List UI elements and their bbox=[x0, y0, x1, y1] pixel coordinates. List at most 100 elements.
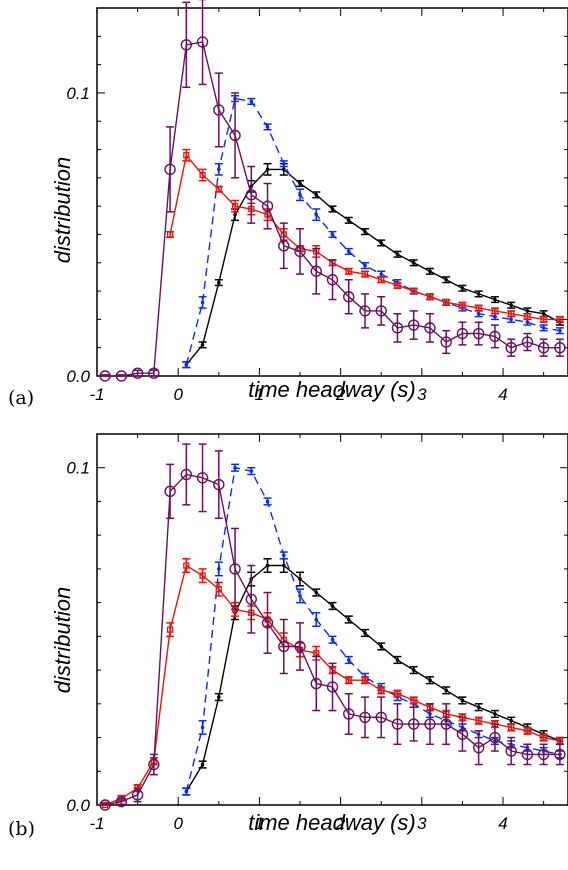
data-point bbox=[326, 274, 339, 286]
data-point bbox=[460, 286, 465, 291]
error-bar bbox=[377, 295, 386, 326]
series-line bbox=[185, 466, 561, 792]
error-bar bbox=[149, 369, 158, 377]
data-point bbox=[231, 203, 239, 210]
series-line bbox=[185, 168, 561, 366]
error-bar bbox=[198, 168, 207, 182]
data-point bbox=[394, 282, 401, 289]
data-point bbox=[278, 640, 290, 653]
data-point bbox=[509, 303, 513, 308]
error-bar bbox=[360, 696, 369, 739]
data-point bbox=[330, 207, 335, 211]
data-point bbox=[394, 690, 401, 697]
x-tick-label: 0 bbox=[173, 385, 183, 404]
data-point bbox=[148, 758, 160, 771]
error-bar bbox=[214, 581, 223, 597]
error-bar bbox=[182, 558, 191, 574]
y-tick-labels-b: 0.0 0.1 bbox=[66, 459, 90, 815]
data-point bbox=[509, 317, 513, 322]
data-point bbox=[245, 593, 257, 605]
y-tick-label: 0.1 bbox=[66, 459, 90, 478]
data-point bbox=[310, 677, 322, 690]
data-point bbox=[200, 762, 205, 767]
error-bar bbox=[198, 443, 207, 513]
panel-a: -1 0 1 2 3 4 0.0 0.1 time headway (s) di… bbox=[8, 0, 568, 409]
y-axis-label-b: distribution bbox=[50, 587, 75, 693]
error-bar bbox=[442, 329, 451, 355]
error-bar bbox=[360, 293, 369, 329]
data-marks-a bbox=[99, 0, 566, 382]
data-point bbox=[346, 617, 351, 622]
data-point bbox=[493, 297, 497, 302]
y-tick-labels-a: 0.0 0.1 bbox=[66, 84, 90, 386]
error-bar bbox=[344, 279, 353, 315]
data-point bbox=[411, 668, 416, 672]
data-point bbox=[265, 499, 270, 504]
data-point bbox=[249, 99, 254, 104]
data-point bbox=[440, 718, 452, 730]
data-point bbox=[298, 594, 302, 598]
data-point bbox=[359, 305, 371, 317]
data-point bbox=[456, 327, 469, 340]
data-point bbox=[524, 313, 531, 320]
data-point bbox=[379, 644, 384, 649]
data-point bbox=[346, 249, 351, 254]
error-bar bbox=[507, 338, 516, 357]
data-point bbox=[491, 307, 499, 315]
data-point bbox=[363, 229, 367, 234]
error-bar bbox=[312, 247, 321, 295]
error-bar bbox=[507, 736, 516, 766]
y-tick-label: 0.0 bbox=[66, 796, 90, 815]
data-point bbox=[233, 465, 237, 470]
data-point bbox=[314, 590, 319, 595]
plot-frame-a bbox=[96, 7, 568, 377]
data-point bbox=[345, 677, 352, 684]
data-point bbox=[525, 309, 530, 313]
series-line bbox=[185, 564, 561, 792]
data-point bbox=[281, 563, 286, 568]
data-point bbox=[361, 270, 369, 278]
axis-ticks-a bbox=[96, 7, 568, 377]
x-tick-label: 0 bbox=[173, 814, 183, 833]
data-point bbox=[540, 316, 547, 323]
error-bar bbox=[101, 374, 110, 377]
data-point bbox=[184, 362, 189, 367]
data-point bbox=[346, 658, 351, 662]
data-marks-b bbox=[99, 443, 566, 811]
error-bar bbox=[263, 182, 272, 230]
data-point bbox=[213, 478, 225, 491]
data-point bbox=[379, 241, 384, 245]
data-point bbox=[426, 293, 434, 300]
data-point bbox=[379, 272, 384, 276]
error-bar bbox=[214, 72, 223, 148]
data-point bbox=[475, 304, 482, 312]
data-point bbox=[443, 299, 450, 306]
data-point bbox=[164, 163, 176, 176]
data-point bbox=[408, 718, 420, 730]
data-point bbox=[233, 212, 237, 217]
data-point bbox=[99, 370, 111, 382]
data-point bbox=[180, 39, 193, 51]
error-bar bbox=[149, 753, 158, 776]
data-point bbox=[281, 167, 286, 172]
data-point bbox=[99, 799, 111, 811]
data-point bbox=[375, 305, 387, 317]
data-point bbox=[200, 300, 205, 305]
error-bar bbox=[166, 126, 175, 213]
data-point bbox=[229, 563, 241, 575]
error-bar bbox=[328, 662, 337, 712]
data-point bbox=[428, 678, 432, 683]
data-point bbox=[524, 727, 531, 734]
data-point bbox=[115, 370, 128, 382]
data-point bbox=[314, 212, 319, 217]
data-point bbox=[444, 688, 448, 693]
data-point bbox=[428, 269, 432, 274]
error-bar bbox=[133, 369, 142, 377]
error-bar bbox=[279, 222, 288, 270]
data-point bbox=[298, 577, 302, 581]
data-point bbox=[343, 708, 355, 720]
data-point bbox=[343, 291, 355, 303]
error-bar bbox=[523, 332, 532, 352]
error-bar bbox=[182, 1, 191, 89]
x-tick-label: -1 bbox=[89, 814, 104, 833]
